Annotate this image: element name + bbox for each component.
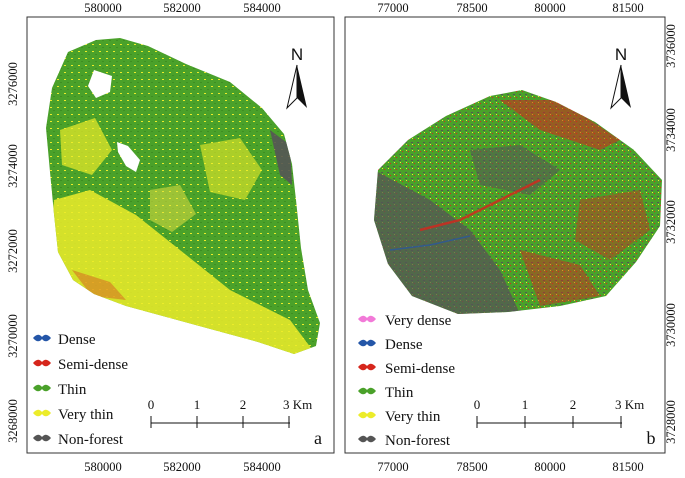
legend-b-label-2: Semi-dense <box>385 361 455 377</box>
panel-a-frame <box>26 16 335 454</box>
left-tick-a-4: 3268000 <box>6 399 20 443</box>
legend-b-label-4: Very thin <box>385 409 441 425</box>
panel-a-left-ticks: 3276000 3274000 3272000 3270000 3268000 <box>6 62 20 443</box>
panel-b: 77000 78500 80000 81500 77000 78500 8000… <box>344 1 678 474</box>
scale-a-label-0: 0 <box>148 397 155 412</box>
top-tick-b-1: 78500 <box>456 1 487 15</box>
legend-a-item-4: Non-forest <box>33 432 124 448</box>
swatch-dense-b <box>358 339 376 347</box>
right-tick-b-2: 3732000 <box>664 200 678 244</box>
panel-b-top-ticks: 77000 78500 80000 81500 <box>377 1 643 15</box>
map-body-b <box>374 90 662 314</box>
legend-a-label-4: Non-forest <box>58 432 124 448</box>
swatch-semi-dense-a <box>33 359 51 367</box>
panel-b-bottom-ticks: 77000 78500 80000 81500 <box>377 460 643 474</box>
scale-b-label-2: 2 <box>570 397 577 412</box>
legend-b-item-4: Very thin <box>358 409 441 425</box>
right-tick-b-4: 3728000 <box>664 400 678 444</box>
north-letter-a: N <box>291 45 303 64</box>
swatch-very-dense-b <box>358 315 376 323</box>
scale-bar-a: 0 1 2 3 Km <box>148 397 312 428</box>
left-tick-a-1: 3274000 <box>6 144 20 188</box>
scale-a-label-2: 2 <box>240 397 247 412</box>
scale-b-label-3: 3 Km <box>615 397 644 412</box>
swatch-very-thin-a <box>33 409 51 417</box>
swatch-non-forest-a <box>33 434 51 442</box>
scale-b-label-0: 0 <box>474 397 481 412</box>
legend-a-item-1: Semi-dense <box>33 357 128 373</box>
swatch-thin-a <box>33 384 51 392</box>
north-arrow-b: N <box>610 45 631 110</box>
legend-a-item-0: Dense <box>33 332 96 348</box>
scale-a-label-1: 1 <box>194 397 201 412</box>
legend-a-label-0: Dense <box>58 332 96 348</box>
legend-a-item-3: Very thin <box>33 407 114 423</box>
top-tick-a-1: 582000 <box>163 1 201 15</box>
panel-a: 580000 582000 584000 580000 582000 58400… <box>6 1 335 474</box>
legend-a-label-1: Semi-dense <box>58 357 128 373</box>
left-tick-a-3: 3270000 <box>6 314 20 358</box>
bottom-tick-b-3: 81500 <box>612 460 643 474</box>
legend-b-item-0: Very dense <box>358 313 452 329</box>
legend-b-item-5: Non-forest <box>358 433 451 449</box>
swatch-non-forest-b <box>358 435 376 443</box>
legend-a: Dense Semi-dense Thin Very thin Non-fore… <box>33 332 128 448</box>
right-tick-b-3: 3730000 <box>664 303 678 347</box>
top-tick-a-0: 580000 <box>84 1 122 15</box>
legend-b-label-5: Non-forest <box>385 433 451 449</box>
left-tick-a-2: 3272000 <box>6 229 20 273</box>
legend-b-item-3: Thin <box>358 385 414 401</box>
map-body-a <box>46 38 320 354</box>
top-tick-b-3: 81500 <box>612 1 643 15</box>
left-tick-a-0: 3276000 <box>6 62 20 106</box>
north-arrow-a: N <box>286 45 307 110</box>
panel-a-letter: a <box>314 428 322 448</box>
top-tick-b-2: 80000 <box>534 1 565 15</box>
swatch-thin-b <box>358 387 376 395</box>
scale-b-label-1: 1 <box>522 397 529 412</box>
legend-b-item-1: Dense <box>358 337 423 353</box>
legend-a-label-2: Thin <box>58 382 87 398</box>
legend-b-label-3: Thin <box>385 385 414 401</box>
bottom-tick-b-1: 78500 <box>456 460 487 474</box>
legend-a-item-2: Thin <box>33 382 87 398</box>
bottom-tick-a-1: 582000 <box>163 460 201 474</box>
bottom-tick-b-0: 77000 <box>377 460 408 474</box>
scale-bar-b: 0 1 2 3 Km <box>474 397 644 428</box>
panel-b-frame <box>344 16 666 454</box>
panel-a-top-ticks: 580000 582000 584000 <box>84 1 281 15</box>
bottom-tick-a-0: 580000 <box>84 460 122 474</box>
legend-b-label-0: Very dense <box>385 313 452 329</box>
swatch-dense-a <box>33 334 51 342</box>
swatch-very-thin-b <box>358 411 376 419</box>
north-letter-b: N <box>615 45 627 64</box>
north-arrow-icon-a <box>286 64 298 110</box>
legend-b-item-2: Semi-dense <box>358 361 455 377</box>
legend-a-label-3: Very thin <box>58 407 114 423</box>
right-tick-b-0: 3736000 <box>664 24 678 68</box>
legend-b-label-1: Dense <box>385 337 423 353</box>
panel-b-right-ticks: 3736000 3734000 3732000 3730000 3728000 <box>664 24 678 444</box>
top-tick-b-0: 77000 <box>377 1 408 15</box>
right-tick-b-1: 3734000 <box>664 108 678 152</box>
panel-b-letter: b <box>647 428 656 448</box>
bottom-tick-b-2: 80000 <box>534 460 565 474</box>
legend-b: Very dense Dense Semi-dense Thin Very th… <box>358 313 455 449</box>
scale-a-label-3: 3 Km <box>283 397 312 412</box>
swatch-semi-dense-b <box>358 363 376 371</box>
bottom-tick-a-2: 584000 <box>243 460 281 474</box>
panel-a-bottom-ticks: 580000 582000 584000 <box>84 460 281 474</box>
north-arrow-icon-b <box>610 64 622 110</box>
top-tick-a-2: 584000 <box>243 1 281 15</box>
